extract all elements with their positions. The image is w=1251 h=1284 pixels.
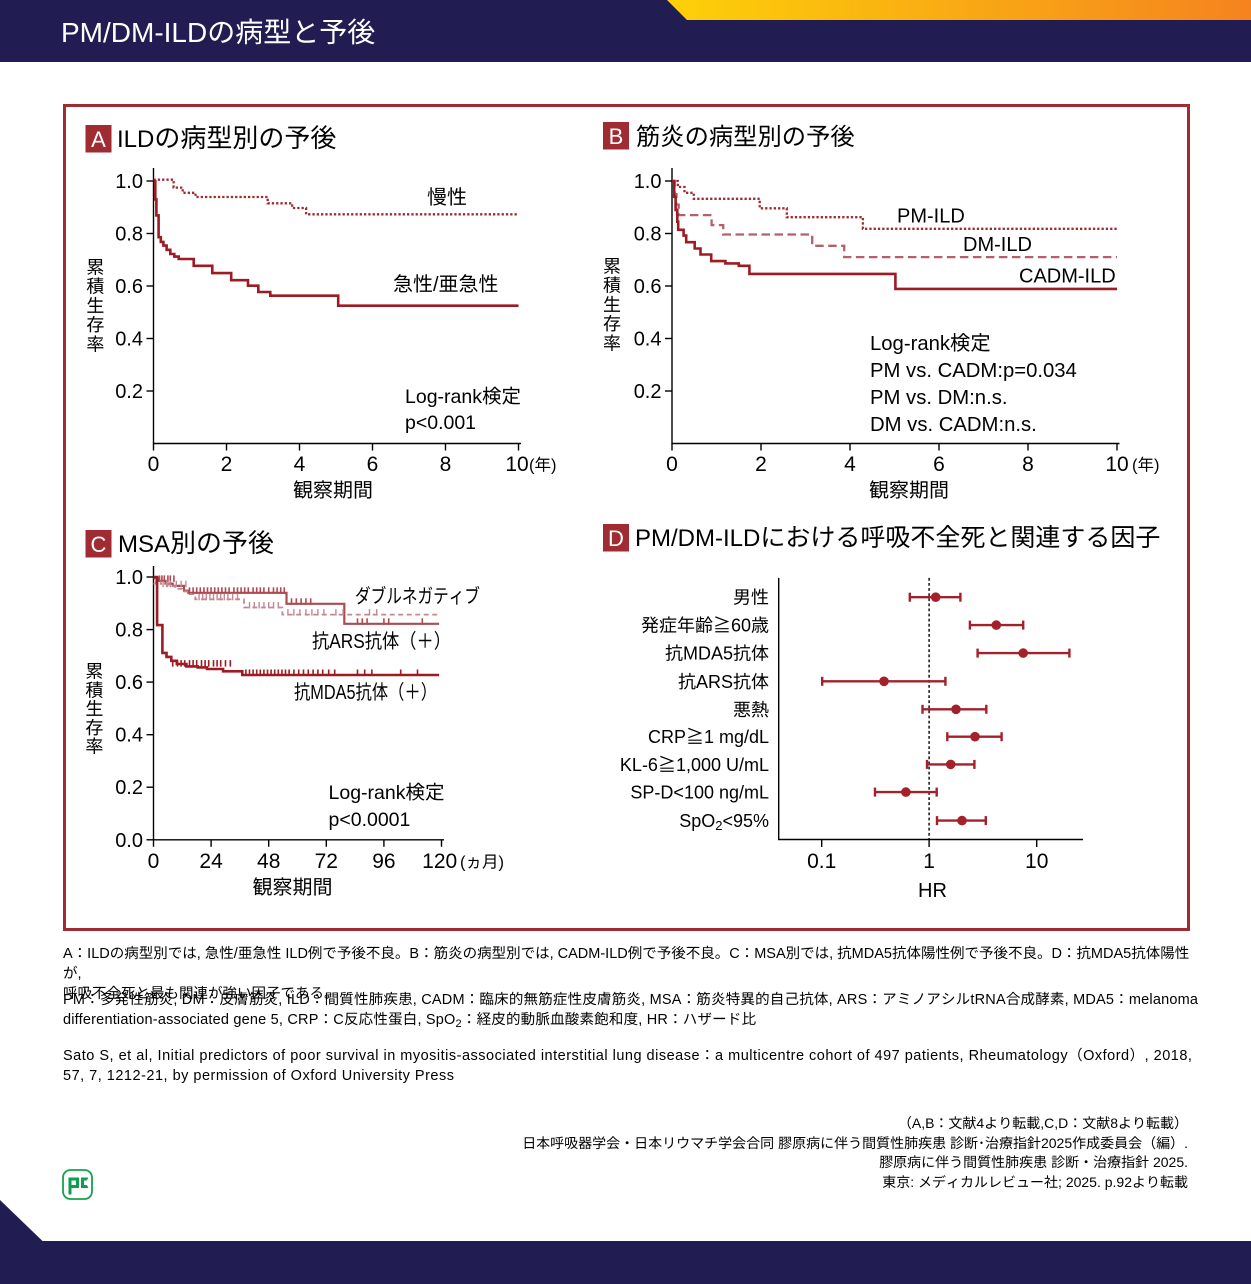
svg-text:0: 0 [148, 850, 160, 873]
svg-text:10: 10 [505, 453, 528, 476]
svg-text:0.2: 0.2 [634, 381, 662, 403]
svg-text:0.6: 0.6 [115, 276, 143, 298]
svg-text:KL-6≧1,000 U/mL: KL-6≧1,000 U/mL [620, 755, 769, 775]
svg-text:急性/亜急性: 急性/亜急性 [393, 274, 499, 296]
svg-text:累: 累 [86, 258, 104, 278]
svg-text:p<0.001: p<0.001 [405, 412, 476, 434]
svg-text:発症年齢≧60歳: 発症年齢≧60歳 [641, 616, 769, 636]
svg-text:(ヵ月): (ヵ月) [460, 854, 504, 872]
svg-text:0.4: 0.4 [115, 329, 143, 351]
svg-text:96: 96 [372, 850, 395, 873]
svg-text:観察期間: 観察期間 [253, 877, 333, 899]
svg-text:抗MDA5抗体: 抗MDA5抗体 [665, 644, 769, 664]
svg-text:D: D [608, 526, 624, 551]
svg-text:2: 2 [755, 453, 767, 476]
svg-text:PM/DM-ILDにおける呼吸不全死と関連する因子: PM/DM-ILDにおける呼吸不全死と関連する因子 [635, 524, 1160, 552]
svg-text:HR: HR [918, 880, 947, 902]
svg-text:MSA別の予後: MSA別の予後 [118, 528, 274, 558]
svg-text:p<0.0001: p<0.0001 [329, 809, 411, 831]
svg-text:0.6: 0.6 [634, 276, 662, 298]
svg-text:PM vs. CADM:p=0.034: PM vs. CADM:p=0.034 [870, 360, 1077, 382]
svg-text:生: 生 [86, 296, 104, 316]
svg-text:生: 生 [85, 699, 103, 719]
svg-text:0.1: 0.1 [807, 850, 836, 873]
svg-text:C: C [91, 532, 107, 557]
svg-text:SP-D<100 ng/mL: SP-D<100 ng/mL [630, 783, 769, 803]
svg-text:観察期間: 観察期間 [293, 480, 373, 502]
svg-text:率: 率 [86, 334, 104, 354]
svg-text:DM vs. CADM:n.s.: DM vs. CADM:n.s. [870, 414, 1037, 436]
svg-text:0.4: 0.4 [115, 725, 143, 747]
svg-text:DM-ILD: DM-ILD [963, 234, 1032, 256]
svg-text:6: 6 [933, 453, 945, 476]
svg-text:B: B [609, 124, 624, 149]
svg-text:抗ARS抗体（＋）: 抗ARS抗体（＋） [312, 630, 451, 653]
svg-text:Log-rank検定: Log-rank検定 [870, 332, 991, 355]
svg-text:率: 率 [85, 737, 103, 757]
svg-text:生: 生 [603, 295, 621, 315]
svg-text:0.8: 0.8 [115, 620, 143, 642]
svg-text:存: 存 [603, 314, 621, 334]
svg-text:累: 累 [603, 257, 621, 277]
svg-text:ダブルネガティブ: ダブルネガティブ [355, 585, 480, 608]
svg-text:累: 累 [85, 662, 103, 682]
svg-text:PM-ILD: PM-ILD [897, 206, 965, 228]
svg-text:CADM-ILD: CADM-ILD [1019, 266, 1116, 288]
svg-text:存: 存 [85, 718, 103, 738]
svg-text:6: 6 [367, 453, 379, 476]
svg-text:1.0: 1.0 [115, 567, 143, 589]
svg-text:率: 率 [603, 333, 621, 353]
svg-text:筋炎の病型別の予後: 筋炎の病型別の予後 [636, 124, 855, 151]
svg-text:積: 積 [85, 680, 103, 700]
svg-text:Log-rank検定: Log-rank検定 [329, 782, 445, 804]
svg-text:4: 4 [294, 453, 306, 476]
svg-text:ILDの病型別の予後: ILDの病型別の予後 [117, 123, 336, 153]
svg-text:存: 存 [86, 315, 104, 335]
svg-text:8: 8 [1022, 453, 1034, 476]
svg-text:Log-rank検定: Log-rank検定 [405, 386, 521, 408]
svg-text:0: 0 [148, 453, 160, 476]
svg-text:0.0: 0.0 [115, 830, 143, 852]
svg-text:CRP≧1 mg/dL: CRP≧1 mg/dL [648, 727, 769, 747]
svg-text:悪熱: 悪熱 [733, 700, 769, 720]
svg-text:PM vs. DM:n.s.: PM vs. DM:n.s. [870, 387, 1007, 409]
svg-text:0.2: 0.2 [115, 381, 143, 403]
svg-text:0.2: 0.2 [115, 777, 143, 799]
svg-text:2: 2 [221, 453, 233, 476]
svg-text:(年): (年) [529, 457, 557, 475]
svg-text:4: 4 [844, 453, 856, 476]
svg-text:1.0: 1.0 [634, 171, 662, 193]
svg-text:1: 1 [923, 850, 935, 873]
svg-text:1.0: 1.0 [115, 171, 143, 193]
svg-text:積: 積 [603, 276, 621, 296]
svg-text:(年): (年) [1132, 457, 1160, 475]
svg-text:0.8: 0.8 [634, 224, 662, 246]
svg-text:10: 10 [1025, 850, 1048, 873]
svg-text:8: 8 [440, 453, 452, 476]
svg-text:男性: 男性 [733, 588, 769, 608]
svg-text:抗ARS抗体: 抗ARS抗体 [678, 672, 769, 692]
svg-text:SpO2<95%: SpO2<95% [679, 811, 769, 833]
svg-text:0.8: 0.8 [115, 224, 143, 246]
svg-text:24: 24 [199, 850, 223, 873]
svg-text:0.6: 0.6 [115, 672, 143, 694]
svg-text:抗MDA5抗体（＋）: 抗MDA5抗体（＋） [294, 681, 437, 704]
svg-text:10: 10 [1105, 453, 1128, 476]
svg-text:0.4: 0.4 [634, 329, 662, 351]
svg-text:72: 72 [315, 850, 338, 873]
svg-text:積: 積 [86, 277, 104, 297]
svg-text:観察期間: 観察期間 [869, 480, 949, 502]
svg-text:A: A [91, 127, 106, 152]
svg-text:48: 48 [257, 850, 280, 873]
svg-text:0: 0 [666, 453, 678, 476]
svg-text:慢性: 慢性 [427, 187, 467, 209]
svg-text:120: 120 [422, 850, 457, 873]
